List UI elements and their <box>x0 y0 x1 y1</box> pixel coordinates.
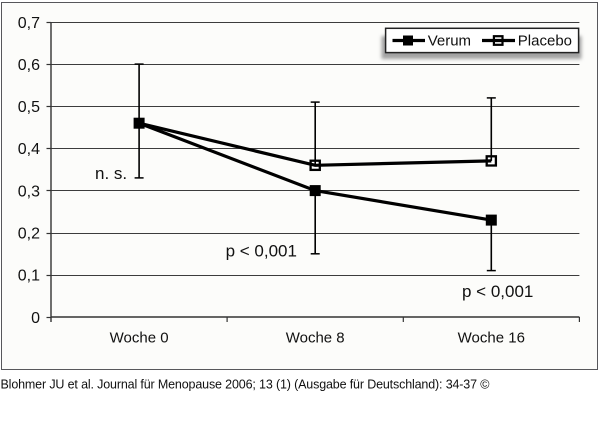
svg-text:Woche 0: Woche 0 <box>110 330 169 347</box>
svg-text:p < 0,001: p < 0,001 <box>226 241 297 260</box>
svg-text:p < 0,001: p < 0,001 <box>462 282 533 301</box>
svg-text:0,1: 0,1 <box>18 268 40 285</box>
svg-text:0,4: 0,4 <box>18 141 40 158</box>
svg-text:0,2: 0,2 <box>18 226 40 243</box>
svg-text:0,5: 0,5 <box>18 99 40 116</box>
svg-text:0,6: 0,6 <box>18 57 40 74</box>
svg-text:0: 0 <box>31 310 40 327</box>
svg-text:Woche 16: Woche 16 <box>458 330 525 347</box>
svg-text:0,3: 0,3 <box>18 183 40 200</box>
svg-text:Blohmer JU et al. Journal für: Blohmer JU et al. Journal für Menopause … <box>1 378 491 392</box>
svg-text:Woche 8: Woche 8 <box>286 330 345 347</box>
svg-text:Placebo: Placebo <box>518 33 572 50</box>
svg-text:0,7: 0,7 <box>18 15 40 32</box>
svg-text:Verum: Verum <box>428 33 471 50</box>
svg-text:n. s.: n. s. <box>95 164 127 183</box>
